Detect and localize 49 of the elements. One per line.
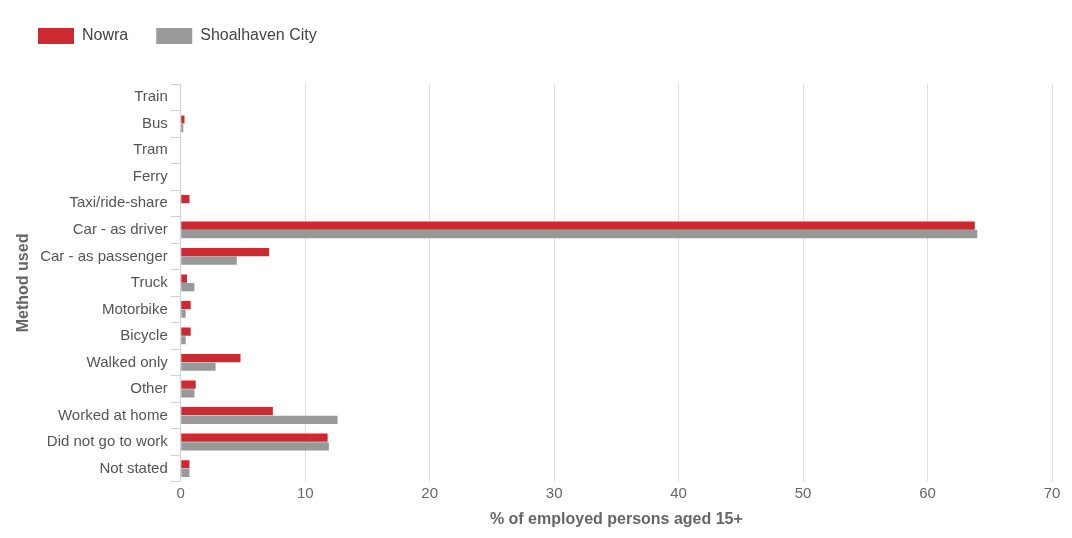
bar (181, 380, 196, 389)
bar (181, 433, 328, 442)
bar (181, 468, 190, 477)
bar (181, 389, 195, 398)
bar (181, 354, 241, 363)
y-tick-label: Motorbike (101, 299, 168, 317)
y-tick-label: Not stated (99, 458, 168, 476)
x-tick-label: 0 (176, 483, 185, 501)
y-tick-label: Truck (130, 273, 169, 291)
bar (181, 230, 978, 239)
y-tick-label: Taxi/ride-share (69, 193, 168, 211)
bar (181, 221, 975, 230)
y-tick-label: Car - as passenger (40, 246, 168, 264)
x-tick-label: 20 (421, 483, 439, 501)
bar (181, 309, 186, 318)
y-tick-label: Walked only (86, 352, 169, 370)
y-tick-label: Ferry (132, 166, 169, 184)
x-axis-title: % of employed persons aged 15+ (489, 509, 743, 527)
bar (181, 442, 329, 451)
bar (181, 407, 273, 416)
x-tick-label: 70 (1043, 483, 1061, 501)
y-axis-title: Method used (14, 233, 32, 333)
legend-label: Shoalhaven City (200, 26, 317, 44)
bar (181, 336, 186, 345)
bar (181, 415, 338, 424)
y-tick-label: Did not go to work (46, 432, 169, 450)
y-tick-label: Bus (141, 113, 168, 131)
x-tick-label: 50 (794, 483, 812, 501)
y-tick-label: Train (134, 87, 168, 105)
bar (181, 256, 237, 265)
y-tick-label: Bicycle (120, 326, 168, 344)
x-tick-label: 40 (670, 483, 687, 501)
y-tick-label: Other (130, 379, 168, 397)
y-tick-label: Car - as driver (72, 220, 168, 237)
bar (181, 362, 216, 371)
bar (181, 460, 190, 469)
bar (181, 283, 195, 292)
y-tick-label: Worked at home (57, 405, 168, 423)
x-tick-label: 60 (919, 483, 936, 501)
x-tick-label: 30 (545, 483, 563, 501)
bar (181, 194, 190, 204)
bar (181, 115, 185, 124)
bar (181, 301, 191, 310)
x-tick-label: 10 (296, 483, 314, 501)
bar (181, 247, 270, 257)
bar (181, 274, 187, 283)
bar (181, 327, 191, 336)
y-tick-label: Tram (133, 140, 168, 158)
legend-label: Nowra (82, 26, 129, 44)
